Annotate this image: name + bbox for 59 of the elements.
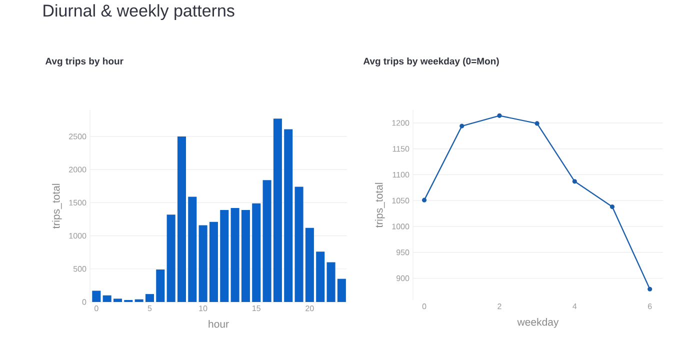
x-axis-title: weekday xyxy=(517,318,559,328)
x-tick-label: 5 xyxy=(148,306,152,312)
y-tick-label: 1100 xyxy=(392,172,410,178)
text: Diurnal & weekly patterns xyxy=(44,4,234,20)
bar xyxy=(241,210,250,302)
bar xyxy=(145,294,154,302)
y-tick-label: 2500 xyxy=(69,134,86,140)
x-tick-label: 20 xyxy=(306,306,314,312)
point xyxy=(648,286,652,292)
bar xyxy=(305,228,314,302)
y-tick-label: 0 xyxy=(82,299,86,305)
point xyxy=(534,121,540,126)
point xyxy=(422,198,427,202)
bar xyxy=(92,290,101,302)
y-tick-label: 1000 xyxy=(69,232,86,239)
bar xyxy=(284,129,293,302)
point xyxy=(572,179,577,184)
bar xyxy=(177,136,186,302)
bar xyxy=(326,262,336,302)
bar xyxy=(294,186,304,302)
bar xyxy=(156,270,165,302)
bar xyxy=(198,225,208,302)
x-tick-label: 15 xyxy=(252,306,260,312)
y-axis-title: trips_total xyxy=(52,184,62,229)
bar xyxy=(230,208,240,302)
bar xyxy=(166,214,176,302)
y-tick-label: 2000 xyxy=(69,166,86,172)
x-axis-title: hour xyxy=(208,320,229,328)
bar xyxy=(273,118,282,302)
y-axis-title: trips_total xyxy=(375,182,385,228)
bar xyxy=(113,298,122,302)
y-tick-label: 950 xyxy=(396,250,410,256)
x-tick-label: 6 xyxy=(648,304,652,310)
y-tick-label: 1050 xyxy=(392,198,410,204)
bar xyxy=(220,210,229,302)
bar xyxy=(252,203,261,302)
point xyxy=(497,113,502,118)
bar xyxy=(188,196,197,302)
bar xyxy=(262,180,272,302)
x-tick-label: 4 xyxy=(572,304,577,310)
point xyxy=(460,124,464,128)
y-tick-label: 1500 xyxy=(69,200,86,206)
point xyxy=(610,204,615,210)
y-tick-label: 1000 xyxy=(392,224,410,230)
bar xyxy=(209,222,218,302)
y-tick-label: 1150 xyxy=(392,146,410,152)
x-tick-label: 10 xyxy=(199,306,208,312)
bar xyxy=(316,252,325,302)
chart-title: Avg trips by weekday (0=Mon) xyxy=(363,58,499,66)
y-tick-label: 500 xyxy=(73,266,86,272)
x-tick-label: 0 xyxy=(422,304,426,310)
y-tick-label: 900 xyxy=(396,275,410,282)
bar xyxy=(102,295,112,302)
y-tick-label: 1200 xyxy=(392,120,410,126)
bar xyxy=(337,278,346,302)
x-tick-label: 2 xyxy=(498,304,502,310)
x-tick-label: 0 xyxy=(94,306,98,312)
bar xyxy=(134,299,144,302)
chart-title: Avg trips by hour xyxy=(45,58,124,66)
